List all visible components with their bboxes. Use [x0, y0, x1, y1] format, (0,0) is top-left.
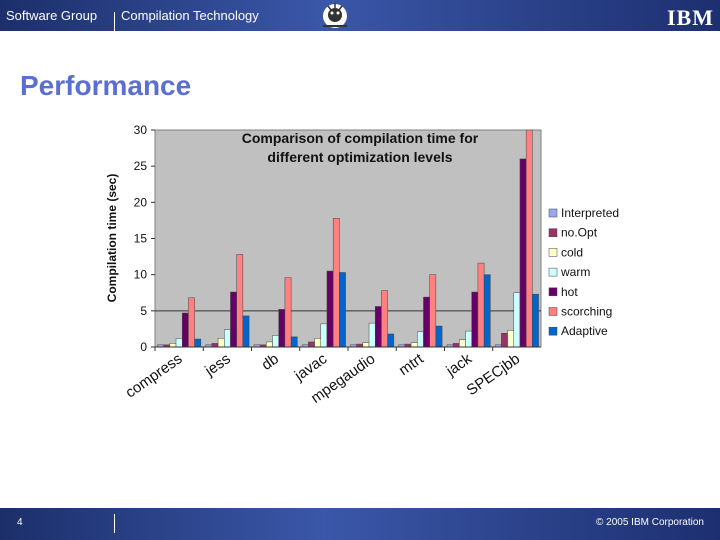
bar-compress-adaptive — [194, 338, 202, 348]
bar-jack-warm — [465, 330, 472, 348]
bar-javac-cold — [314, 338, 322, 348]
x-tick-label: jack — [442, 350, 475, 380]
legend-label: Adaptive — [561, 324, 608, 338]
bar-specjbb-scorching — [525, 129, 533, 348]
bar-jess-scorching — [236, 254, 244, 348]
bar-specjbb-adaptive — [532, 293, 539, 348]
bar-mpegaudio-scorching — [381, 290, 388, 348]
bar-mtrt-scorching — [429, 274, 437, 348]
bar-mpegaudio-warm — [368, 322, 376, 348]
bar-specjbb-hot — [519, 158, 527, 348]
bar-jack-adaptive — [483, 274, 491, 348]
bar-jess-cold — [217, 338, 225, 348]
bar-mtrt-cold — [410, 342, 418, 348]
legend-swatch — [548, 228, 558, 237]
bar-javac-scorching — [332, 217, 340, 348]
bar-mtrt-adaptive — [435, 325, 443, 348]
legend-label: Interpreted — [561, 206, 619, 220]
bar-javac-warm — [320, 323, 328, 348]
ibm-logo: IBM — [667, 5, 714, 30]
x-tick-label: javac — [291, 350, 331, 385]
y-tick-label: 0 — [140, 340, 147, 354]
x-tick-label: SPECjbb — [464, 350, 524, 399]
legend-label: hot — [561, 285, 578, 299]
x-tick-label: db — [258, 350, 281, 373]
x-tick-label: mtrt — [396, 350, 428, 379]
legend-label: cold — [561, 245, 583, 259]
x-tick-label: jess — [201, 350, 233, 380]
bar-javac-noopt — [308, 341, 315, 348]
bar-db-scorching — [284, 277, 292, 348]
legend: Interpreted no.Opt cold warm hot scorching Ada… — [548, 206, 619, 338]
chart-title-line2: different optimization levels — [267, 149, 452, 165]
bar-db-hot — [278, 309, 286, 348]
bar-jack-scorching — [477, 262, 485, 348]
bar-mtrt-warm — [417, 331, 424, 348]
y-tick-label: 30 — [134, 123, 148, 137]
bar-specjbb-noopt — [501, 333, 508, 348]
y-axis-label: Compilation time (sec) — [105, 174, 119, 303]
y-tick-label: 20 — [134, 195, 148, 209]
bar-compress-warm — [175, 338, 183, 348]
bar-jess-noopt — [211, 343, 219, 348]
legend-swatch — [548, 307, 558, 316]
bar-mpegaudio-hot — [374, 306, 382, 348]
bar-db-adaptive — [290, 336, 298, 348]
page-title: Performance — [20, 70, 192, 101]
bar-javac-hot — [326, 270, 334, 348]
software-group-label: Software Group — [6, 8, 98, 23]
y-tick-label: 5 — [140, 304, 147, 318]
bar-jack-cold — [459, 339, 466, 348]
bar-mpegaudio-cold — [362, 342, 370, 348]
bar-specjbb-cold — [507, 330, 515, 348]
y-tick-label: 10 — [134, 268, 148, 282]
legend-label: warm — [560, 265, 590, 279]
y-tick-label: 25 — [134, 159, 148, 173]
legend-label: scorching — [561, 305, 612, 319]
legend-swatch — [548, 208, 558, 218]
chart-title-line1: Comparison of compilation time for — [242, 130, 479, 146]
footer-bar: 4 © 2005 IBM Corporation — [0, 508, 720, 540]
bar-db-warm — [272, 335, 279, 348]
y-tick-label: 15 — [134, 232, 148, 246]
legend-swatch — [548, 248, 558, 257]
legend-swatch — [548, 267, 558, 277]
bar-compress-scorching — [188, 297, 195, 348]
bar-jack-noopt — [452, 343, 460, 348]
bar-compress-cold — [169, 343, 177, 348]
bar-mtrt-hot — [423, 296, 430, 348]
bar-specjbb-warm — [513, 292, 521, 348]
legend-swatch — [548, 287, 558, 297]
bar-jess-adaptive — [242, 315, 250, 348]
x-tick-label: compress — [122, 350, 185, 401]
bar-jack-hot — [471, 291, 479, 348]
bar-javac-adaptive — [339, 272, 346, 348]
bar-db-cold — [266, 341, 273, 348]
bar-compress-hot — [181, 312, 189, 348]
bar-jess-warm — [224, 329, 231, 348]
compilation-technology-label: Compilation Technology — [121, 8, 259, 23]
footer-divider — [114, 514, 115, 533]
header-bar: Software Group Compilation Technology IB… — [0, 0, 720, 31]
legend-label: no.Opt — [561, 226, 598, 240]
legend-swatch — [548, 326, 558, 336]
header-divider — [114, 12, 115, 31]
bar-jess-hot — [230, 291, 237, 348]
mascot-logo-icon — [323, 3, 347, 28]
copyright-text: © 2005 IBM Corporation — [596, 517, 704, 528]
bar-mpegaudio-adaptive — [387, 333, 395, 348]
page-number: 4 — [17, 517, 23, 528]
